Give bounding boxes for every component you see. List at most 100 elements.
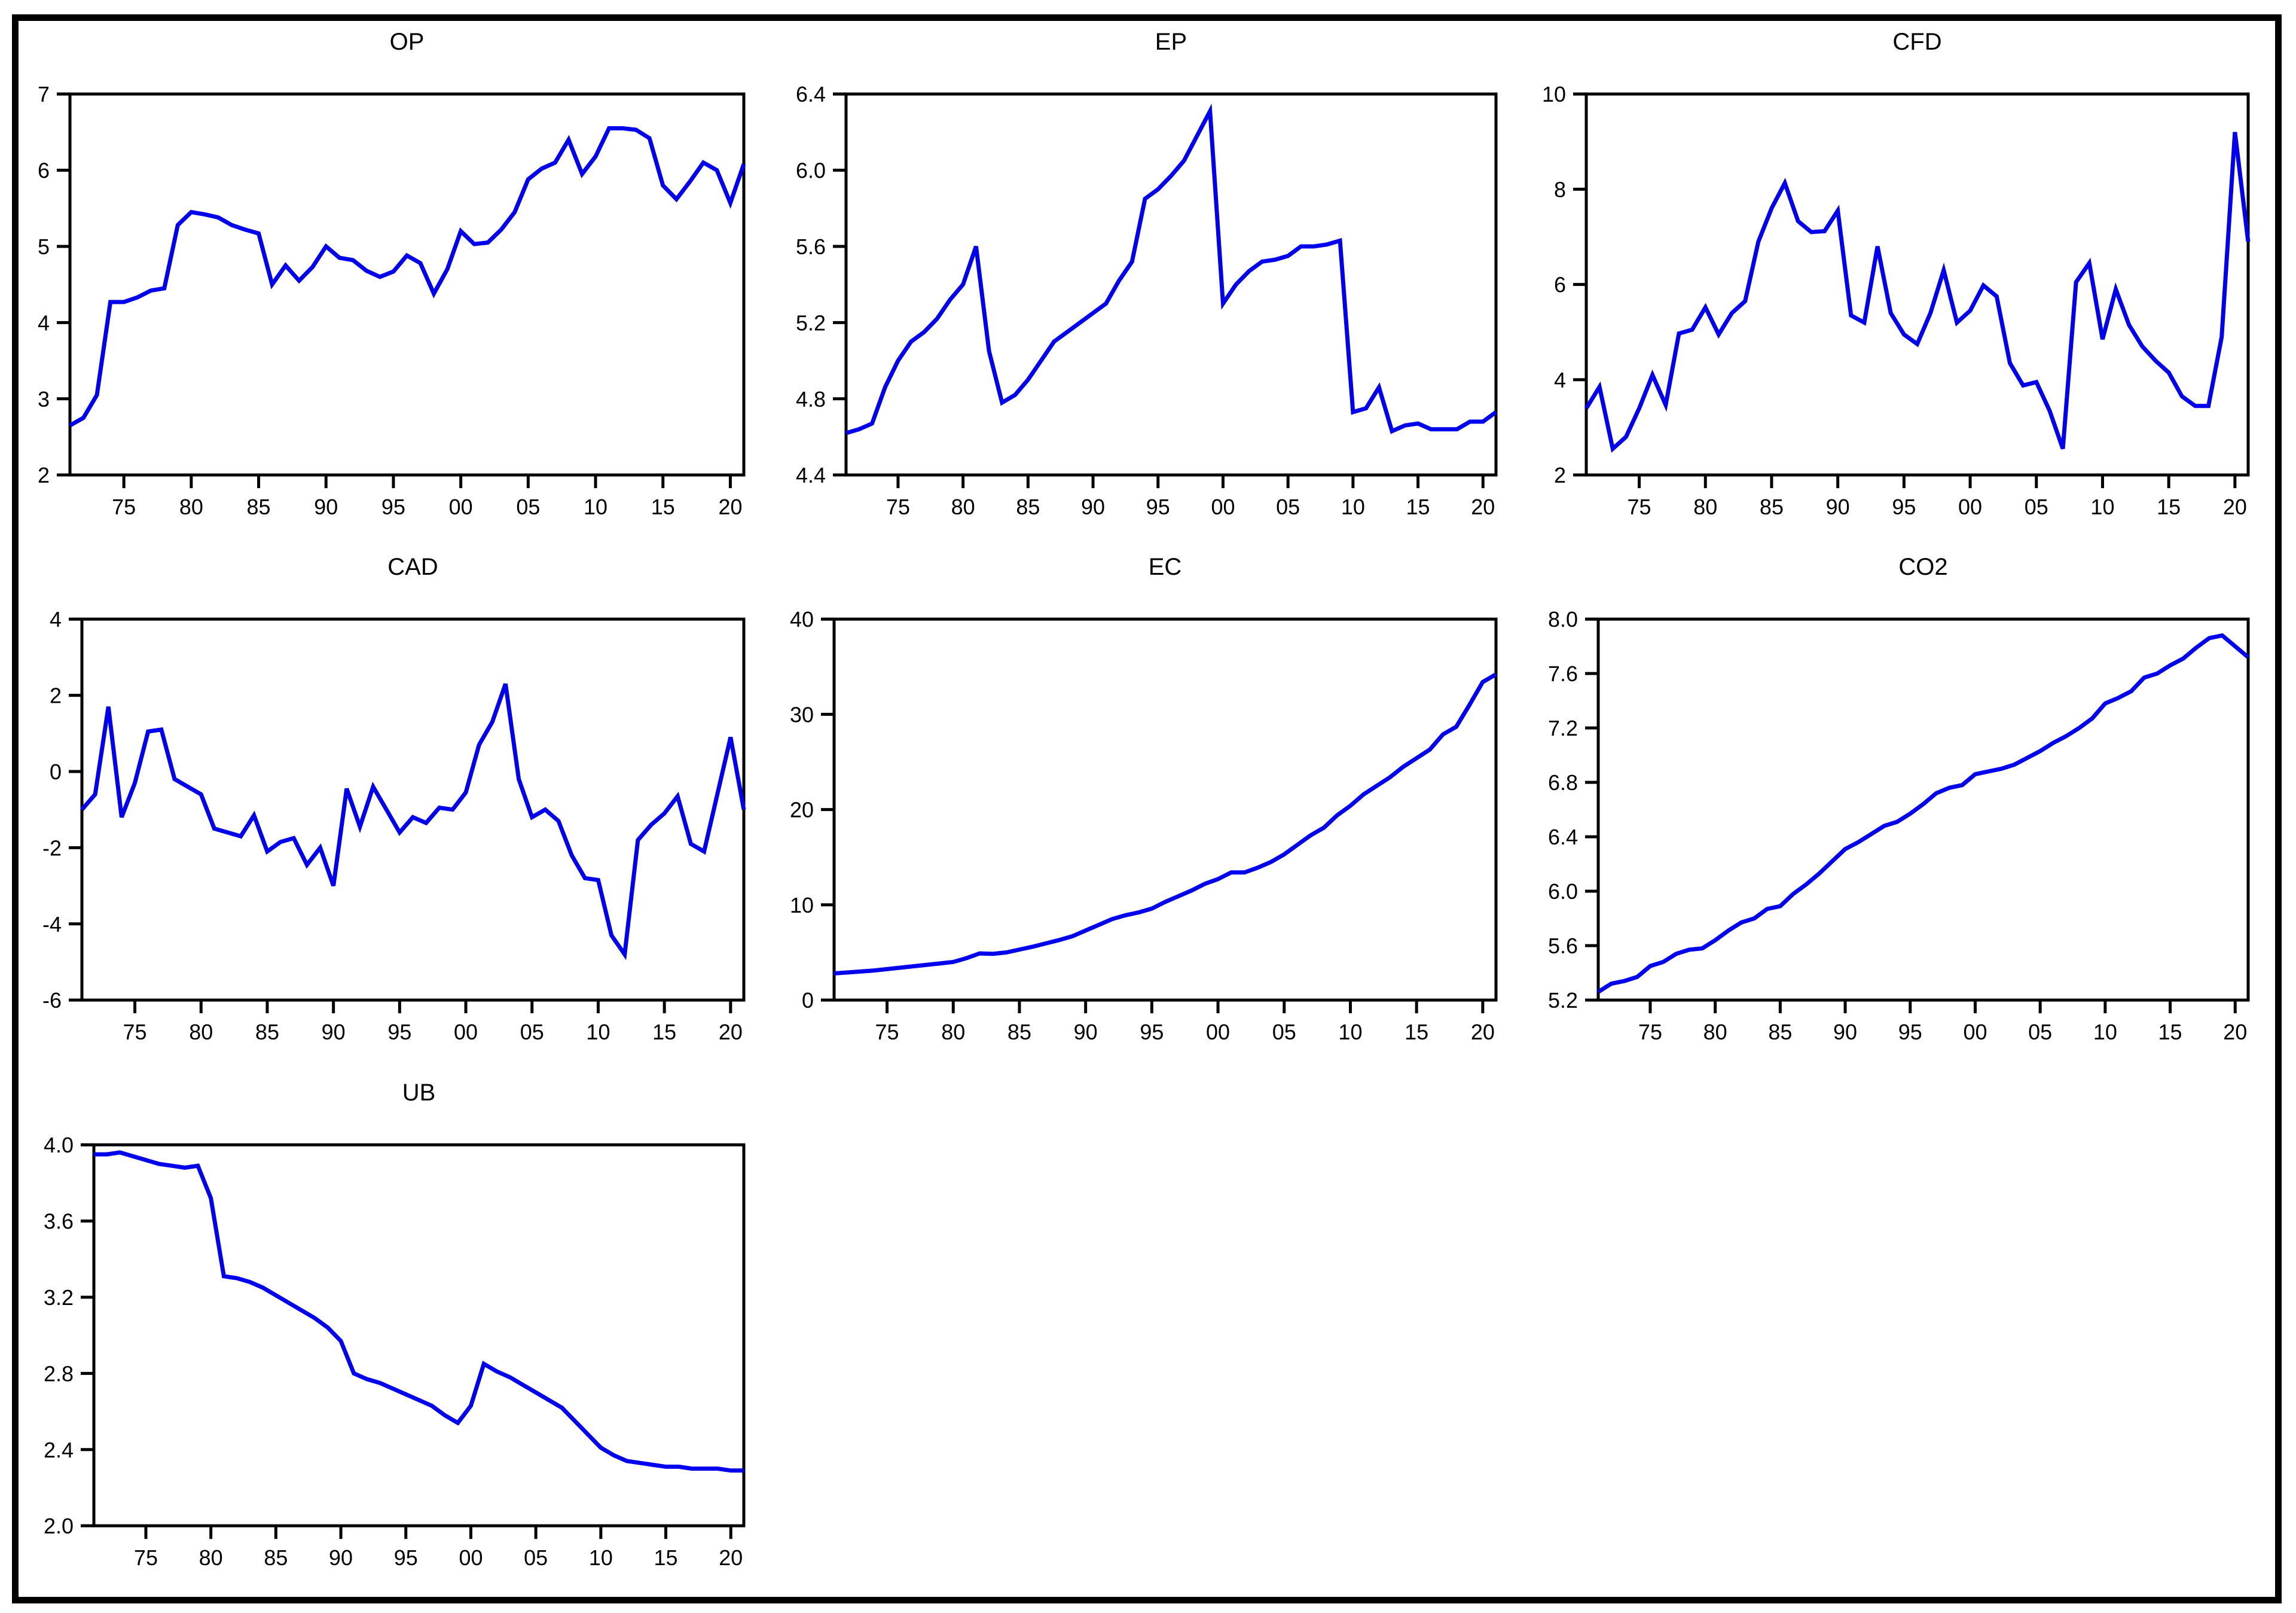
x-tick-label: 15: [2157, 495, 2181, 519]
x-tick-label: 80: [199, 1545, 223, 1570]
x-tick-label: 15: [1406, 495, 1430, 519]
y-tick-label: 30: [790, 703, 814, 727]
series-line-ub: [94, 1150, 744, 1472]
x-tick-label: 05: [2025, 495, 2048, 519]
chart-canvas-ep: EP 4.4 4.8 5.2 5.6 6.0 6.4 75 80 85 90 95 00 05 10 15 20: [796, 29, 1498, 519]
series-line-cfd: [1584, 132, 2251, 453]
x-tick-label: 95: [1898, 1020, 1922, 1045]
y-tick-label: 20: [790, 798, 814, 822]
y-tick-label: 5.6: [796, 234, 826, 259]
x-tick-label: 75: [123, 1020, 147, 1045]
y-tick-label: -6: [42, 988, 62, 1013]
chart-title: EP: [1155, 29, 1187, 55]
x-tick-label: 85: [1016, 495, 1040, 519]
x-tick-label: 20: [1471, 1020, 1495, 1045]
chart-op: OP 2 3 4 5 6 7 75 80 85 90 95 00 05 10 15 20: [19, 21, 771, 546]
plot-frame: [1596, 618, 2250, 1002]
x-tick-label: 90: [329, 1545, 353, 1570]
x-tick-label: 85: [264, 1545, 288, 1570]
x-tick-label: 15: [652, 1020, 676, 1045]
x-tick-label: 10: [584, 495, 607, 519]
x-tick-label: 90: [1833, 1020, 1857, 1045]
y-tick-label: 6: [1554, 273, 1566, 297]
y-tick-label: 2.8: [44, 1361, 74, 1386]
series-line-co2: [1597, 633, 2250, 994]
x-tick-label: 90: [1074, 1020, 1098, 1045]
x-tick-label: 95: [1140, 1020, 1164, 1045]
y-tick-label: 7.2: [1548, 716, 1578, 740]
x-tick-label: 10: [1341, 495, 1365, 519]
x-tick-label: 80: [1693, 495, 1717, 519]
x-tick-label: 00: [459, 1545, 483, 1570]
chart-canvas-ec: EC 0 10 20 30 40 75 80 85 90 95 00 05 10 15 20: [790, 554, 1498, 1045]
y-tick-label: 3.6: [44, 1209, 74, 1233]
x-tick-label: 80: [1703, 1020, 1727, 1045]
chart-cad: CAD -6 -4 -2 0 2 4 75 80 85 90 95 00 05 10 15 20: [19, 546, 771, 1071]
empty-cell: [771, 1071, 1523, 1597]
y-tick-label: 5.6: [1548, 934, 1578, 958]
x-tick-label: 75: [875, 1020, 899, 1045]
x-tick-label: 05: [524, 1545, 548, 1570]
y-tick-label: 4.4: [796, 463, 826, 487]
y-tick-label: -2: [42, 836, 62, 861]
chart-canvas-op: OP 2 3 4 5 6 7 75 80 85 90 95 00 05 10 15 20: [38, 29, 746, 519]
x-tick-label: 00: [1206, 1020, 1230, 1045]
y-tick-label: -4: [42, 912, 62, 937]
x-tick-label: 95: [394, 1545, 418, 1570]
chart-title: OP: [390, 29, 425, 55]
chart-canvas-ub: UB 2.0 2.4 2.8 3.2 3.6 4.0 75 80 85 90 95 00 05 10 15 20: [44, 1080, 746, 1570]
chart-cfd: CFD 2 4 6 8 10 75 80 85 90 95 00 05 10 15 20: [1523, 21, 2275, 546]
x-tick-label: 00: [454, 1020, 478, 1045]
x-tick-label: 10: [586, 1020, 610, 1045]
y-tick-label: 2.4: [44, 1437, 74, 1462]
chart-canvas-cad: CAD -6 -4 -2 0 2 4 75 80 85 90 95 00 05 10 15 20: [42, 554, 746, 1045]
series-line-ec: [833, 672, 1497, 976]
x-tick-label: 20: [718, 495, 742, 519]
x-tick-label: 20: [719, 1020, 743, 1045]
x-tick-label: 75: [112, 495, 136, 519]
x-tick-label: 00: [1958, 495, 1982, 519]
x-tick-label: 05: [1272, 1020, 1296, 1045]
x-tick-label: 90: [1081, 495, 1105, 519]
y-tick-label: 7.6: [1548, 662, 1578, 687]
series-line-ep: [845, 103, 1498, 435]
plot-frame: [92, 1143, 746, 1527]
chart-canvas-co2: CO2 5.2 5.6 6.0 6.4 6.8 7.2 7.6 8.0 75 80 85 90 95 00 0…: [1548, 554, 2250, 1045]
y-tick-label: 6.0: [796, 158, 826, 183]
x-tick-label: 10: [2093, 1020, 2117, 1045]
plot-frame: [68, 92, 746, 477]
x-tick-label: 85: [1760, 495, 1784, 519]
plot-frame: [844, 92, 1498, 477]
x-tick-label: 80: [941, 1020, 965, 1045]
y-tick-label: 3.2: [44, 1285, 74, 1310]
x-tick-label: 80: [951, 495, 975, 519]
series-line-op: [69, 126, 746, 428]
y-tick-label: 8: [1554, 177, 1566, 202]
plot-frame: [832, 618, 1498, 1002]
y-tick-label: 6.4: [796, 82, 826, 106]
y-tick-label: 4: [38, 310, 50, 335]
figure-frame: OP 2 3 4 5 6 7 75 80 85 90 95 00 05 10 15 20 EP 4.4 4.8 5.2…: [12, 14, 2282, 1603]
x-tick-label: 05: [1276, 495, 1300, 519]
x-tick-label: 80: [179, 495, 203, 519]
y-tick-label: 10: [790, 893, 814, 917]
chart-canvas-cfd: CFD 2 4 6 8 10 75 80 85 90 95 00 05 10 15 20: [1542, 29, 2251, 519]
y-tick-label: 0: [50, 760, 62, 784]
x-tick-label: 20: [1471, 495, 1495, 519]
x-tick-label: 15: [654, 1545, 678, 1570]
x-tick-label: 85: [255, 1020, 279, 1045]
y-tick-label: 5.2: [796, 310, 826, 335]
x-tick-label: 85: [247, 495, 271, 519]
chart-title: EC: [1149, 554, 1182, 580]
chart-title: UB: [402, 1080, 436, 1106]
y-tick-label: 4: [50, 608, 62, 632]
x-tick-label: 00: [449, 495, 473, 519]
x-tick-label: 95: [387, 1020, 411, 1045]
x-tick-label: 85: [1007, 1020, 1031, 1045]
chart-title: CAD: [387, 554, 438, 580]
x-tick-label: 00: [1211, 495, 1235, 519]
chart-co2: CO2 5.2 5.6 6.0 6.4 6.8 7.2 7.6 8.0 75 80 85 90 95 00 0…: [1523, 546, 2275, 1071]
series-line-cad: [80, 683, 746, 961]
x-tick-label: 05: [2028, 1020, 2052, 1045]
y-tick-label: 6.8: [1548, 770, 1578, 795]
